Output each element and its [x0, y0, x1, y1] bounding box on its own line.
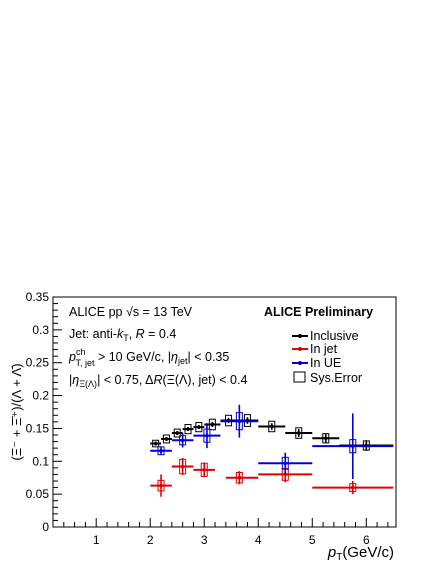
series-in-ue: [150, 404, 394, 480]
jet-cut-label: pch T, jet > 10 GeV/c, |ηjet| < 0.35: [68, 347, 229, 368]
x-tick-label: 2: [147, 533, 154, 547]
preliminary-label: ALICE Preliminary: [264, 305, 373, 319]
legend-sys-error-label: Sys.Error: [310, 371, 362, 385]
data-point: [323, 436, 328, 441]
data-point: [350, 485, 355, 490]
data-point: [180, 438, 185, 443]
x-tick-label: 6: [363, 533, 370, 547]
legend-in-jet-label: In jet: [310, 342, 338, 356]
y-tick-label: 0.35: [26, 290, 50, 304]
jet-algo-label: Jet: anti-kT, R = 0.4: [69, 327, 176, 343]
data-point: [202, 468, 207, 472]
data-point: [283, 461, 288, 466]
legend-in-ue-label: In UE: [310, 356, 341, 370]
data-point: [237, 419, 242, 424]
y-tick-label: 0.15: [26, 421, 50, 435]
data-point: [159, 448, 163, 453]
data-point: [350, 444, 355, 448]
data-point: [205, 433, 209, 438]
x-axis-title: pT(GeV/c): [327, 544, 394, 563]
legend-in-ue: In UE: [292, 356, 341, 370]
data-point: [175, 431, 180, 435]
y-axis-title: (Ξ⁻ + Ξ̄⁺)/(Λ + Λ̄): [9, 363, 24, 460]
eta-cut-label: |ηΞ(Λ)| < 0.75, ΔR(Ξ(Λ), jet) < 0.4: [69, 373, 247, 389]
data-point: [269, 424, 274, 429]
y-tick-label: 0.2: [32, 389, 49, 403]
x-tick-label: 4: [255, 533, 262, 547]
legend-sys-error: Sys.Error: [293, 371, 362, 385]
series-in-jet: [150, 458, 394, 497]
legend-in-jet: In jet: [292, 342, 338, 356]
y-tick-label: 0.25: [26, 356, 50, 370]
x-axis: 1 2 3 4 5 6: [52, 518, 389, 547]
data-point: [283, 472, 288, 477]
series-layer: [150, 404, 394, 497]
data-point: [210, 422, 215, 427]
x-tick-label: 1: [93, 533, 100, 547]
data-point: [237, 475, 242, 480]
data-point: [296, 431, 301, 435]
data-point: [186, 427, 190, 431]
x-tick-label: 3: [201, 533, 208, 547]
data-point: [180, 464, 185, 469]
y-tick-label: 0.1: [32, 454, 49, 468]
data-point: [197, 425, 201, 429]
legend-inclusive: Inclusive: [292, 329, 359, 343]
data-point: [159, 483, 163, 488]
collision-label: ALICE pp √s = 13 TeV: [69, 305, 193, 319]
x-tick-label: 5: [309, 533, 316, 547]
legend: Inclusive In jet In UE Sys.Error: [292, 329, 362, 385]
y-tick-label: 0.05: [26, 487, 50, 501]
data-point: [164, 437, 169, 441]
plot-frame: [52, 296, 397, 528]
data-point: [153, 441, 158, 446]
y-tick-label: 0.3: [32, 323, 49, 337]
y-tick-label: 0: [42, 520, 49, 534]
legend-inclusive-label: Inclusive: [310, 329, 359, 343]
y-axis: 0 0.05 0.1 0.15 0.2 0.25 0.3 0.35: [26, 290, 62, 534]
